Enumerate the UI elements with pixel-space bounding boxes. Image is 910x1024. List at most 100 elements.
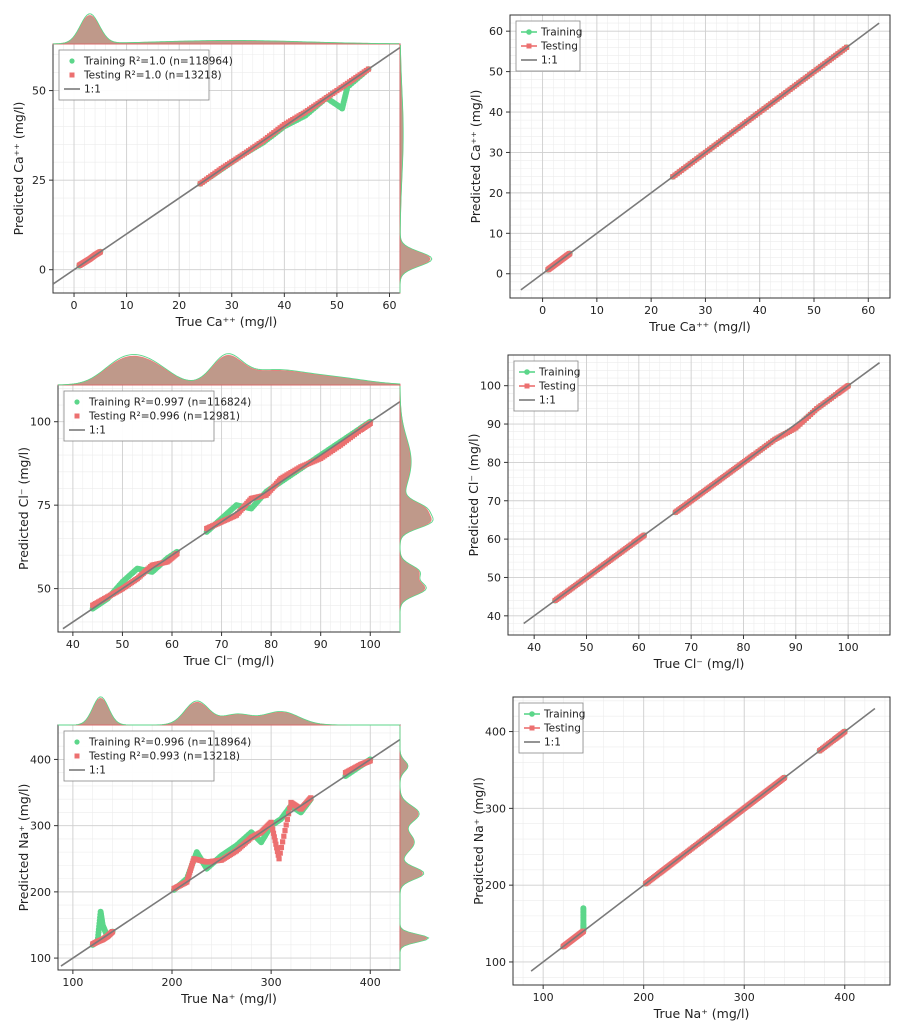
testing-point — [367, 420, 373, 426]
legend-swatch-training — [69, 58, 75, 64]
testing-point — [282, 828, 288, 834]
y-tick-label: 50 — [489, 66, 503, 79]
testing-point — [271, 834, 277, 840]
y-tick-label: 40 — [489, 106, 503, 119]
axes-frame — [509, 14, 891, 299]
legend-swatch-testing — [74, 753, 80, 759]
x-axis-label: True Ca⁺⁺ (mg/l) — [648, 319, 751, 334]
legend-swatch-testing — [69, 72, 75, 78]
legend-swatch-testing — [526, 43, 532, 49]
x-tick-label: 50 — [330, 299, 344, 312]
y-tick-label: 0 — [39, 264, 46, 277]
marginal-density-x — [58, 698, 400, 726]
marginal-density-y — [399, 43, 431, 294]
x-tick-label: 40 — [753, 304, 767, 317]
x-tick-label: 80 — [264, 638, 278, 651]
legend-label-training: Training — [543, 709, 585, 721]
x-tick-label: 50 — [115, 638, 129, 651]
x-tick-label: 60 — [165, 638, 179, 651]
testing-point — [268, 819, 274, 825]
testing-point — [276, 856, 282, 862]
axes-frame — [512, 696, 891, 986]
y-tick-label: 200 — [485, 879, 506, 892]
marginal-density-x-training — [57, 353, 401, 386]
legend-label-testing: Testing — [538, 381, 576, 393]
training-point — [580, 905, 587, 912]
legend-label-testing: Testing R²=0.996 (n=12981) — [88, 411, 240, 423]
x-tick-label: 60 — [382, 299, 396, 312]
testing-point — [308, 795, 314, 801]
y-tick-label: 300 — [485, 802, 506, 815]
legend-box — [58, 49, 210, 101]
legend-swatch-training — [74, 399, 80, 405]
y-tick-label: 30 — [489, 146, 503, 159]
y-tick-label: 50 — [487, 571, 501, 584]
y-tick-label: 70 — [487, 495, 501, 508]
x-tick-label: 50 — [807, 304, 821, 317]
x-tick-label: 100 — [533, 991, 554, 1004]
y-tick-label: 400 — [30, 753, 51, 766]
testing-point — [174, 550, 180, 557]
x-tick-label: 40 — [66, 638, 80, 651]
x-tick-label: 300 — [734, 991, 755, 1004]
x-axis-label: True Na⁺ (mg/l) — [180, 991, 277, 1006]
testing-point — [270, 830, 277, 836]
legend-swatch-training — [529, 711, 535, 717]
legend-label-training: Training — [538, 367, 580, 379]
one-to-one-line — [53, 46, 400, 285]
legend-box — [63, 730, 215, 782]
x-axis-label: True Ca⁺⁺ (mg/l) — [175, 314, 278, 329]
legend-box — [63, 390, 215, 442]
chart-ca-marginal: 0 10 20 30 40 50 60 0 25 50 True Ca⁺⁺ (mg/l) Predic… — [11, 13, 433, 329]
testing-point — [278, 844, 285, 851]
one-to-one-line — [520, 22, 880, 291]
x-tick-label: 90 — [789, 641, 803, 654]
legend: Training Testing 1:1 — [513, 360, 580, 412]
y-tick-label: 300 — [30, 820, 51, 833]
x-tick-label: 20 — [644, 304, 658, 317]
y-tick-label: 60 — [487, 533, 501, 546]
chart-na-plain: 100 200 300 400 100 200 300 400 True Na⁺ (mg/l) P… — [471, 696, 891, 1021]
y-axis-label: Predicted Cl⁻ (mg/l) — [16, 447, 31, 570]
testing-point — [367, 758, 373, 764]
x-tick-label: 70 — [215, 638, 229, 651]
chart-cl-plain: 40 50 60 70 80 90 100 40 50 60 70 80 90 100 True Cl⁻ (… — [466, 354, 891, 671]
x-tick-label: 0 — [71, 299, 78, 312]
chart-cl-marginal: 40 50 60 70 80 90 100 50 75 100 True Cl⁻ (mg/l) Pre… — [16, 353, 434, 668]
legend-label-testing: Testing R²=0.993 (n=13218) — [88, 751, 240, 763]
chart-na-marginal: 100 200 300 400 100 200 300 400 True Na⁺ (mg/l) P… — [16, 696, 430, 1006]
testing-point — [287, 805, 293, 811]
legend-label-training: Training — [540, 27, 582, 39]
y-tick-label: 100 — [30, 952, 51, 965]
legend-swatch-testing — [74, 413, 80, 419]
legend-label-testing: Testing — [543, 723, 581, 735]
x-tick-label: 60 — [632, 641, 646, 654]
y-axis-label: Predicted Ca⁺⁺ (mg/l) — [468, 90, 483, 224]
y-tick-label: 75 — [37, 499, 51, 512]
legend: Training Testing 1:1 — [515, 20, 582, 72]
x-tick-label: 0 — [539, 304, 546, 317]
marginal-density-x — [52, 15, 401, 45]
legend: Training Testing 1:1 — [518, 702, 585, 754]
y-tick-label: 200 — [30, 886, 51, 899]
x-tick-label: 90 — [314, 638, 328, 651]
x-tick-label: 10 — [120, 299, 134, 312]
grid — [508, 355, 890, 635]
x-tick-label: 50 — [579, 641, 593, 654]
legend-swatch-training — [524, 369, 530, 375]
y-tick-label: 50 — [32, 85, 46, 98]
axes-frame — [507, 354, 891, 636]
testing-point — [283, 822, 289, 828]
x-tick-label: 20 — [172, 299, 186, 312]
legend-label-training: Training R²=0.997 (n=116824) — [88, 397, 251, 409]
x-tick-label: 30 — [225, 299, 239, 312]
x-tick-label: 10 — [590, 304, 604, 317]
testing-point — [277, 850, 283, 856]
testing-point — [281, 833, 287, 839]
y-tick-label: 10 — [489, 227, 503, 240]
legend-label-one_to_one: 1:1 — [541, 55, 558, 67]
legend: Training R²=0.996 (n=118964) Testing R²=0… — [63, 730, 251, 782]
x-tick-label: 60 — [861, 304, 875, 317]
testing-point — [274, 845, 280, 851]
x-tick-label: 80 — [736, 641, 750, 654]
